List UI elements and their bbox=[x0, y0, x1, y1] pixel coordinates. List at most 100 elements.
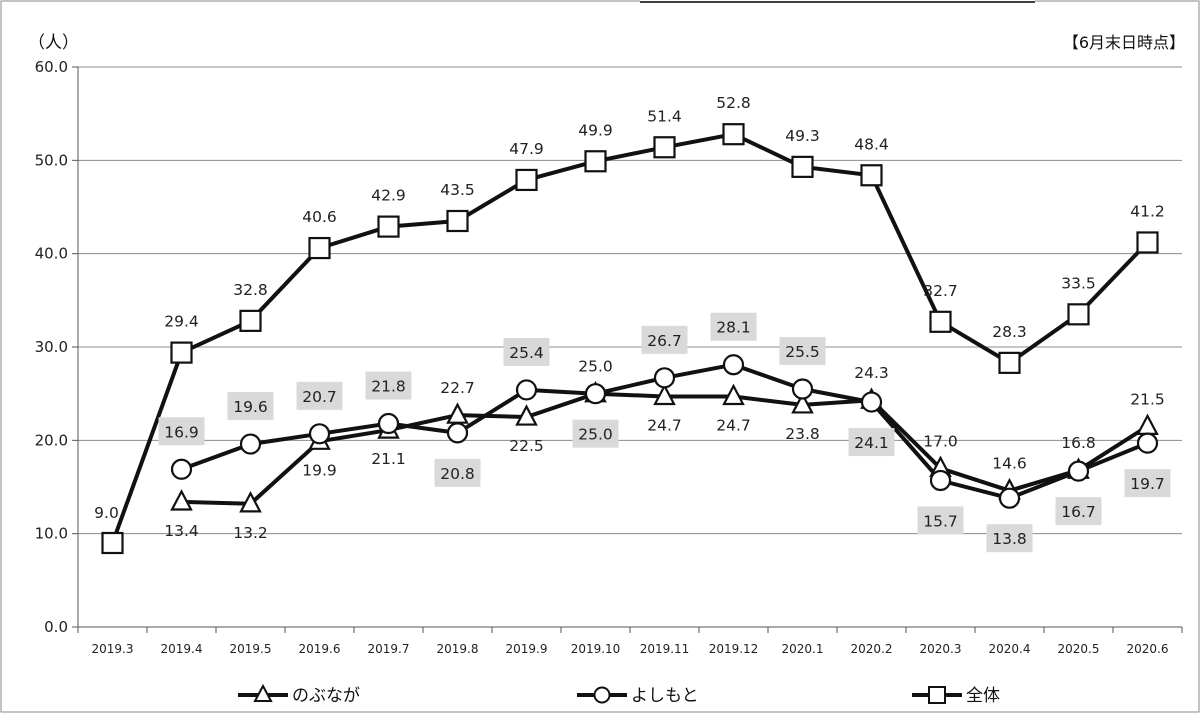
point-triangle bbox=[515, 404, 538, 426]
point-circle bbox=[1136, 432, 1159, 454]
data-label-total: 32.8 bbox=[233, 281, 268, 299]
label-layer: 13.4 13.2 19.9 21.1 22.7 22.5 25.0 24.7 24.7 23.8… bbox=[94, 94, 1171, 553]
legend-item-square: 全体 bbox=[912, 686, 1000, 706]
x-tick-label: 2020.2 bbox=[851, 642, 893, 656]
point-square bbox=[446, 209, 469, 233]
y-unit-label: （人） bbox=[28, 33, 79, 53]
point-square bbox=[584, 150, 607, 173]
data-label-total: 9.0 bbox=[94, 504, 119, 522]
point-circle bbox=[722, 354, 745, 376]
point-square bbox=[1136, 231, 1159, 254]
data-label-nobunaga: 21.1 bbox=[371, 450, 406, 468]
x-tick-label: 2019.7 bbox=[368, 642, 410, 656]
data-label-nobunaga: 16.8 bbox=[1061, 434, 1096, 452]
data-label-box-yoshimoto bbox=[434, 458, 481, 487]
data-label-yoshimoto: 25.4 bbox=[509, 344, 544, 362]
data-label-nobunaga: 24.7 bbox=[647, 416, 682, 434]
point-square bbox=[515, 168, 538, 192]
y-tick-label: 20.0 bbox=[35, 431, 68, 449]
data-label-total: 40.6 bbox=[302, 208, 337, 226]
data-label-nobunaga: 17.0 bbox=[923, 432, 958, 450]
point-circle bbox=[377, 412, 400, 435]
data-label-total: 32.7 bbox=[923, 282, 958, 300]
data-label-total: 48.4 bbox=[854, 135, 889, 153]
x-tick-label: 2020.5 bbox=[1058, 642, 1100, 656]
data-label-nobunaga: 23.8 bbox=[785, 425, 820, 443]
data-label-yoshimoto: 19.6 bbox=[233, 398, 268, 416]
data-label-total: 43.5 bbox=[440, 181, 475, 199]
point-circle bbox=[791, 378, 814, 400]
point-circle bbox=[170, 458, 193, 480]
data-label-yoshimoto: 25.0 bbox=[578, 426, 613, 444]
x-tick-label: 2019.4 bbox=[161, 642, 203, 656]
data-label-box-yoshimoto bbox=[848, 428, 895, 457]
data-label-yoshimoto: 28.1 bbox=[716, 319, 751, 337]
y-tick-label: 40.0 bbox=[35, 245, 68, 263]
x-tick-label: 2019.5 bbox=[230, 642, 272, 656]
legend: のぶなが よしもと 全体 bbox=[238, 683, 1000, 706]
data-label-yoshimoto: 21.8 bbox=[371, 378, 406, 396]
point-square bbox=[653, 136, 676, 159]
point-triangle bbox=[722, 383, 745, 406]
data-label-box-yoshimoto bbox=[572, 419, 619, 448]
legend-marker-circle bbox=[593, 686, 611, 704]
data-label-total: 29.4 bbox=[164, 313, 199, 331]
point-circle bbox=[308, 423, 331, 445]
y-tick-label: 10.0 bbox=[35, 525, 68, 543]
x-tick-label: 2020.4 bbox=[989, 642, 1031, 656]
x-tick-label: 2019.11 bbox=[640, 642, 690, 656]
data-label-nobunaga: 25.0 bbox=[578, 358, 613, 376]
y-tick-label: 0.0 bbox=[44, 618, 68, 636]
legend-label: よしもと bbox=[631, 686, 699, 706]
point-triangle bbox=[791, 392, 814, 414]
legend-label: 全体 bbox=[966, 686, 1000, 706]
y-tick-label: 50.0 bbox=[35, 151, 68, 169]
data-label-total: 28.3 bbox=[992, 323, 1027, 341]
data-label-box-yoshimoto bbox=[779, 337, 826, 365]
x-tick-label: 2019.8 bbox=[437, 642, 479, 656]
point-square bbox=[377, 215, 400, 238]
point-circle bbox=[446, 422, 469, 444]
point-square bbox=[308, 236, 331, 260]
point-square bbox=[101, 531, 124, 555]
point-square bbox=[239, 309, 262, 332]
point-circle bbox=[239, 433, 262, 455]
data-label-yoshimoto: 24.1 bbox=[854, 434, 889, 452]
x-tick-label: 2019.6 bbox=[299, 642, 341, 656]
x-tick-label: 2019.9 bbox=[506, 642, 548, 656]
data-label-box-yoshimoto bbox=[710, 312, 757, 341]
y-tick-label: 30.0 bbox=[35, 338, 68, 356]
data-label-nobunaga: 21.5 bbox=[1130, 390, 1165, 408]
data-label-total: 42.9 bbox=[371, 187, 406, 205]
data-label-box-yoshimoto bbox=[1055, 497, 1102, 526]
data-label-box-yoshimoto bbox=[365, 371, 412, 400]
data-label-total: 41.2 bbox=[1130, 202, 1165, 220]
snapshot-note: 【6月末日時点】 bbox=[1063, 33, 1185, 52]
point-triangle bbox=[653, 383, 676, 406]
point-square bbox=[170, 341, 193, 364]
data-label-yoshimoto: 13.8 bbox=[992, 530, 1027, 548]
data-label-yoshimoto: 20.8 bbox=[440, 465, 475, 483]
x-tick-label: 2019.12 bbox=[709, 642, 759, 656]
data-label-total: 49.9 bbox=[578, 121, 613, 139]
data-label-box-yoshimoto bbox=[227, 392, 274, 421]
point-circle bbox=[998, 487, 1021, 509]
point-triangle bbox=[239, 491, 262, 513]
data-label-box-yoshimoto bbox=[986, 524, 1033, 553]
data-label-yoshimoto: 25.5 bbox=[785, 343, 820, 361]
data-label-total: 33.5 bbox=[1061, 274, 1096, 292]
data-label-nobunaga: 14.6 bbox=[992, 455, 1027, 473]
data-label-total: 51.4 bbox=[647, 107, 682, 125]
series-layer bbox=[101, 123, 1159, 555]
data-label-yoshimoto: 16.9 bbox=[164, 423, 199, 441]
data-label-total: 52.8 bbox=[716, 94, 751, 112]
legend-marker-triangle bbox=[253, 683, 273, 702]
point-circle bbox=[929, 469, 952, 492]
data-label-nobunaga: 24.7 bbox=[716, 416, 751, 434]
point-circle bbox=[653, 367, 676, 389]
x-tick-label: 2019.10 bbox=[571, 642, 621, 656]
data-label-nobunaga: 13.2 bbox=[233, 524, 268, 542]
axis-layer: 0.0 10.0 20.0 30.0 40.0 50.0 60.0 2019.3 2019.4 2… bbox=[35, 58, 1183, 656]
data-label-total: 49.3 bbox=[785, 127, 820, 145]
